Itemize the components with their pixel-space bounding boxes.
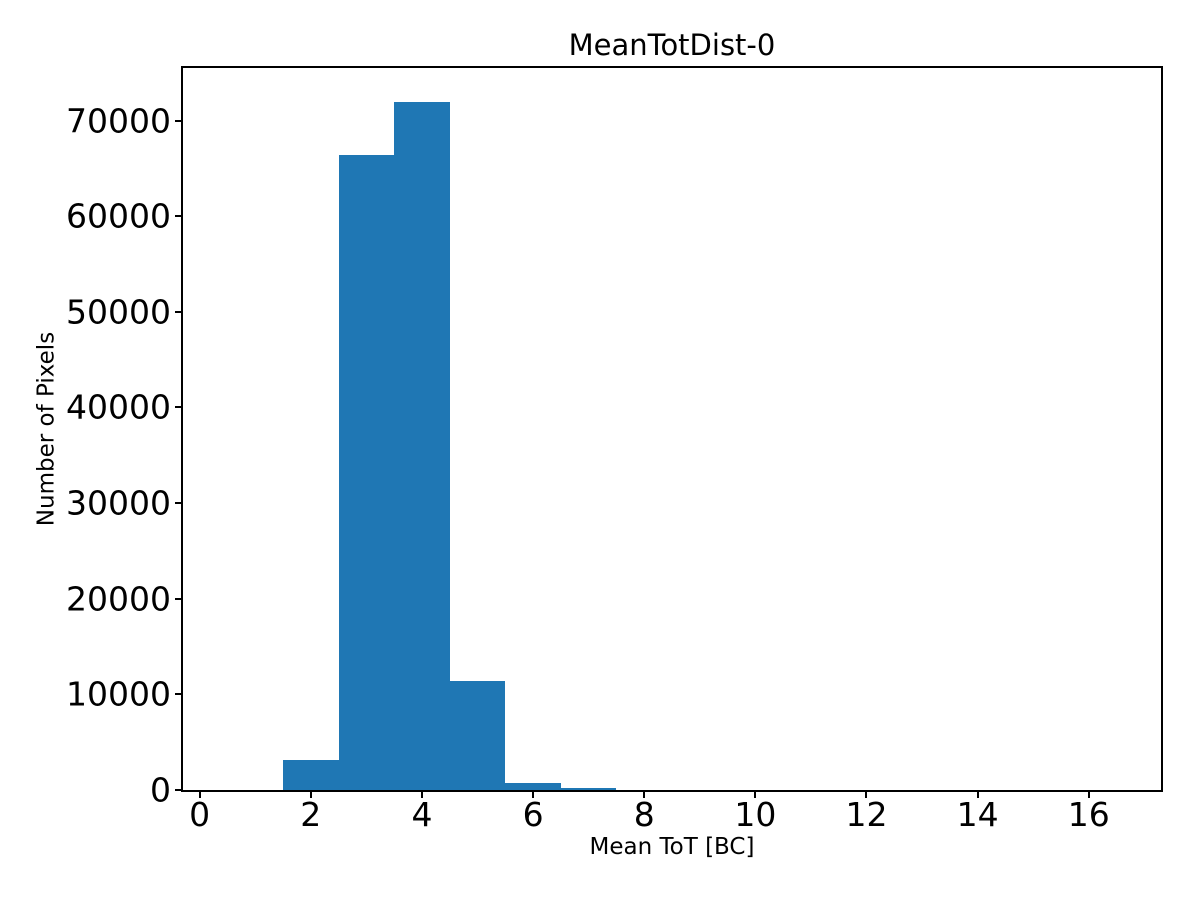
x-tick-label-0: 0 — [189, 795, 211, 834]
x-tick-label-16: 16 — [1067, 795, 1110, 834]
x-tick-label-14: 14 — [956, 795, 999, 834]
x-tick-mark-10 — [754, 790, 757, 798]
x-tick-mark-8 — [643, 790, 646, 798]
y-tick-label-20000: 20000 — [66, 579, 171, 619]
histogram-bar-4 — [449, 680, 506, 790]
y-tick-mark-0 — [175, 789, 183, 791]
histogram-bar-6 — [560, 788, 617, 790]
x-tick-mark-6 — [532, 790, 535, 798]
x-axis-label: Mean ToT [BC] — [589, 834, 755, 860]
x-tick-mark-12 — [865, 790, 868, 798]
x-tick-mark-16 — [1087, 790, 1090, 798]
y-tick-label-60000: 60000 — [66, 196, 171, 236]
y-tick-mark-30000 — [175, 502, 183, 505]
histogram-bar-3 — [394, 102, 450, 790]
y-tick-label-0: 0 — [150, 770, 171, 810]
y-tick-label-10000: 10000 — [66, 674, 171, 714]
y-tick-mark-40000 — [175, 406, 183, 409]
y-tick-mark-20000 — [175, 597, 183, 600]
x-tick-mark-14 — [976, 790, 979, 798]
y-tick-mark-70000 — [175, 119, 183, 122]
chart-title: MeanTotDist-0 — [568, 28, 776, 62]
x-tick-mark-4 — [420, 790, 423, 798]
y-tick-label-40000: 40000 — [66, 387, 171, 427]
x-tick-label-12: 12 — [845, 795, 888, 834]
x-tick-label-2: 2 — [300, 795, 322, 834]
x-tick-mark-2 — [309, 790, 312, 798]
y-tick-label-30000: 30000 — [66, 483, 171, 523]
y-tick-mark-60000 — [175, 215, 183, 218]
x-tick-label-4: 4 — [411, 795, 433, 834]
y-axis-label: Number of Pixels — [33, 331, 60, 527]
y-tick-label-70000: 70000 — [66, 101, 171, 141]
x-tick-mark-0 — [198, 790, 201, 798]
x-tick-label-10: 10 — [734, 795, 777, 834]
histogram-bar-2 — [338, 155, 395, 790]
plot-area: Number of Pixels Mean ToT [BC] 0 2 4 6 8 10 12… — [34, 66, 1163, 859]
y-tick-mark-50000 — [175, 310, 183, 313]
x-tick-label-6: 6 — [522, 795, 544, 834]
x-tick-label-8: 8 — [633, 795, 655, 834]
y-tick-label-50000: 50000 — [66, 292, 171, 332]
histogram-bar-5 — [505, 783, 561, 790]
histogram-bar-1 — [283, 759, 339, 790]
y-tick-mark-10000 — [175, 693, 183, 696]
